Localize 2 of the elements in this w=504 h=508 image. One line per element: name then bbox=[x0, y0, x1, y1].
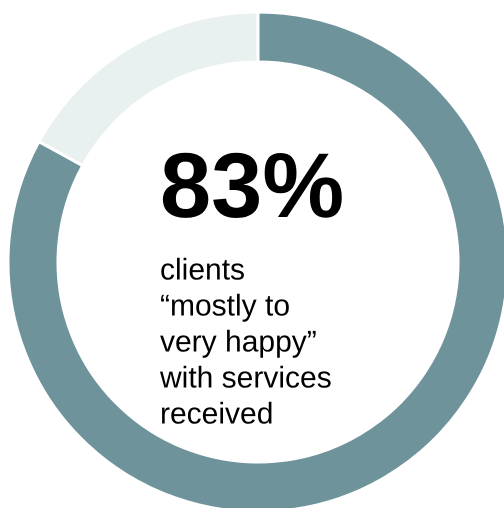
data-label: 83% bbox=[160, 135, 344, 237]
text: clients “mostly to very happy” with services received bbox=[159, 254, 340, 430]
